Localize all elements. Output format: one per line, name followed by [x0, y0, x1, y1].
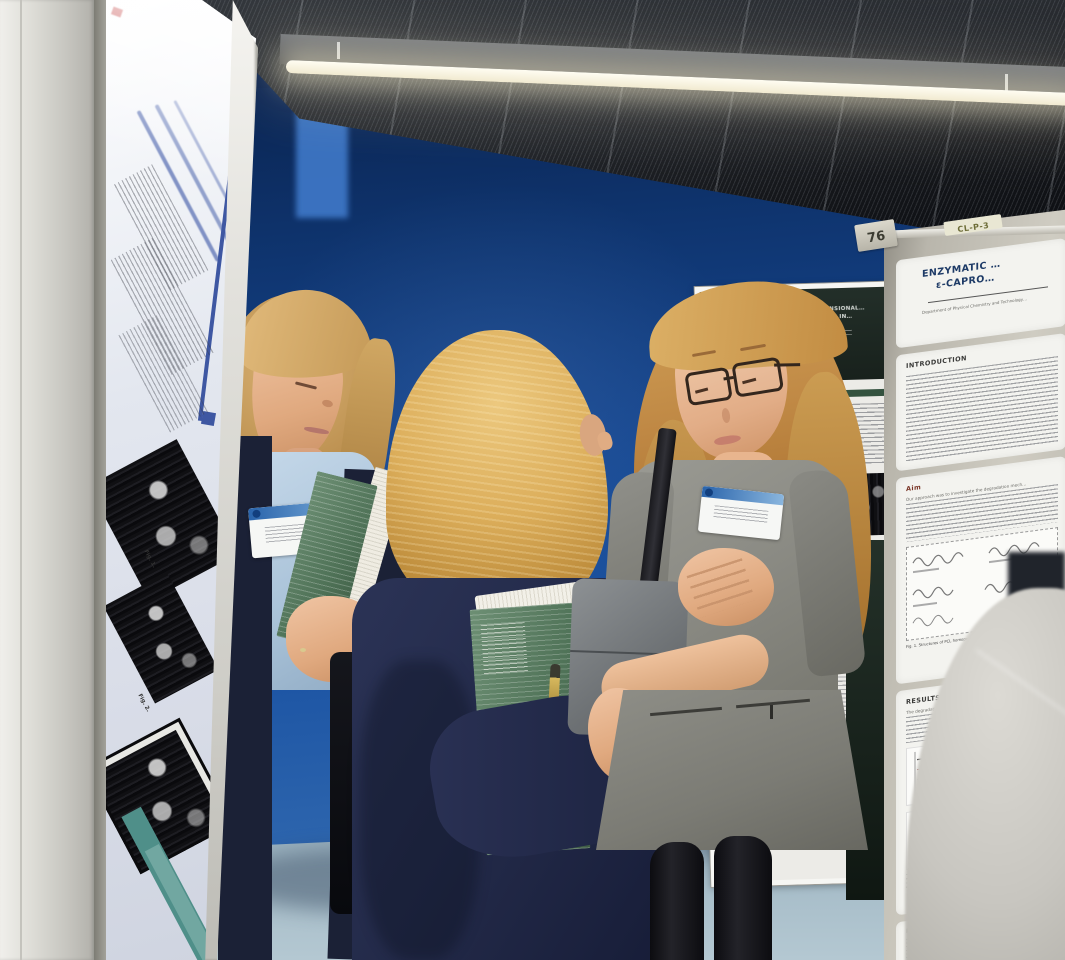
right-poster-intro-panel: INTRODUCTION	[896, 333, 1065, 472]
left-attendee-ring	[300, 648, 306, 652]
right-poster-affiliation: Department of Physical Chemistry and Tec…	[922, 296, 1028, 315]
right-presenter-tights-left	[650, 842, 704, 960]
right-presenter-tights-right	[714, 836, 772, 960]
light-hanger-pin-2	[1005, 74, 1008, 91]
board-number: 76	[866, 228, 887, 247]
left-poster-figure-2	[106, 572, 219, 704]
glasses-temple-arm	[774, 363, 801, 367]
left-poster-fig2-caption: Fig. 2.	[136, 692, 151, 714]
center-attendee-hair	[386, 330, 608, 626]
left-board-frame-seam	[20, 0, 22, 960]
wall-pillar-light	[296, 110, 348, 218]
badge-name-lines	[713, 505, 769, 525]
left-board-gap-shadow	[94, 0, 106, 960]
right-presenter-badge	[697, 485, 785, 541]
glasses-lens-left	[684, 366, 733, 407]
left-board-frame-post	[0, 0, 94, 960]
light-hanger-pin-1	[337, 42, 340, 59]
right-presenter-skirt	[596, 690, 868, 850]
intro-text	[906, 356, 1058, 463]
skirt-zip-pull	[770, 705, 773, 719]
center-book-title-lines	[480, 622, 529, 676]
